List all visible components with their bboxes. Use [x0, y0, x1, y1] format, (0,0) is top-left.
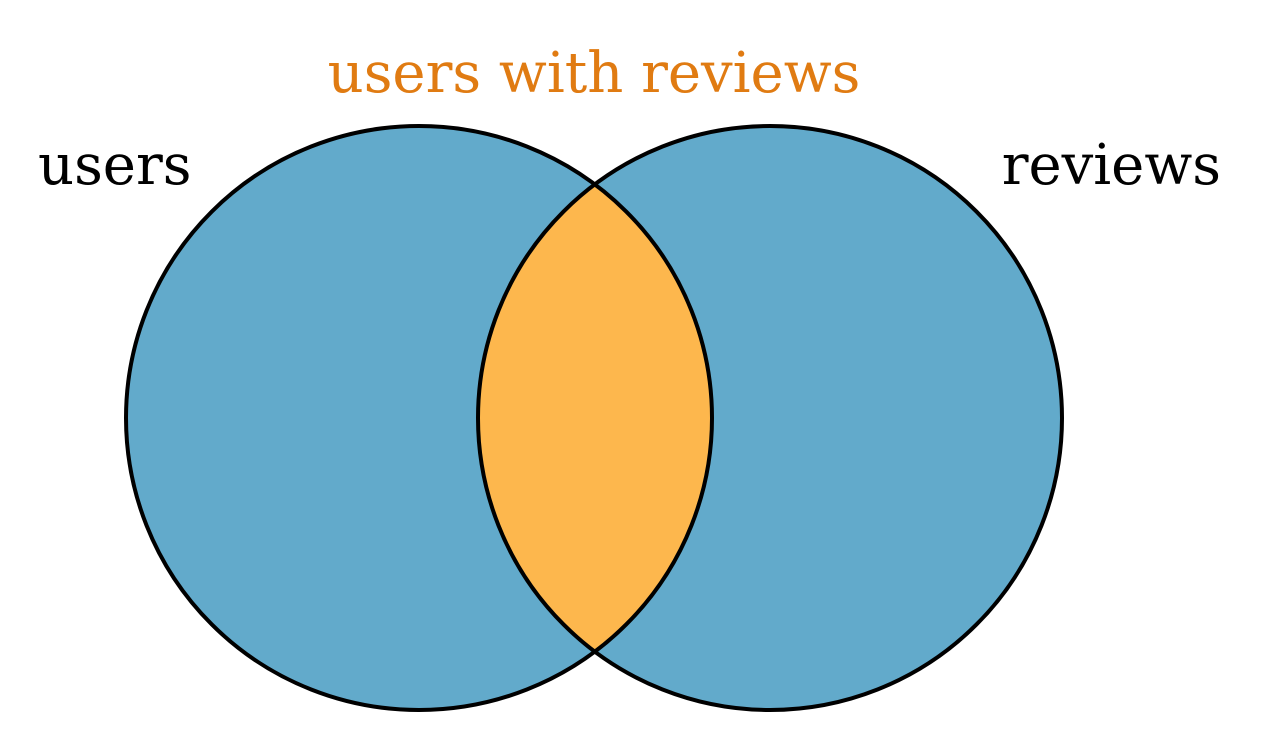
- venn-outline-reviews: [476, 124, 1064, 712]
- set-label-reviews: reviews: [1002, 133, 1221, 198]
- venn-intersection-region: [478, 126, 712, 710]
- intersection-label: users with reviews: [328, 41, 861, 106]
- venn-outline-users: [124, 124, 714, 712]
- set-label-users: users: [38, 133, 191, 198]
